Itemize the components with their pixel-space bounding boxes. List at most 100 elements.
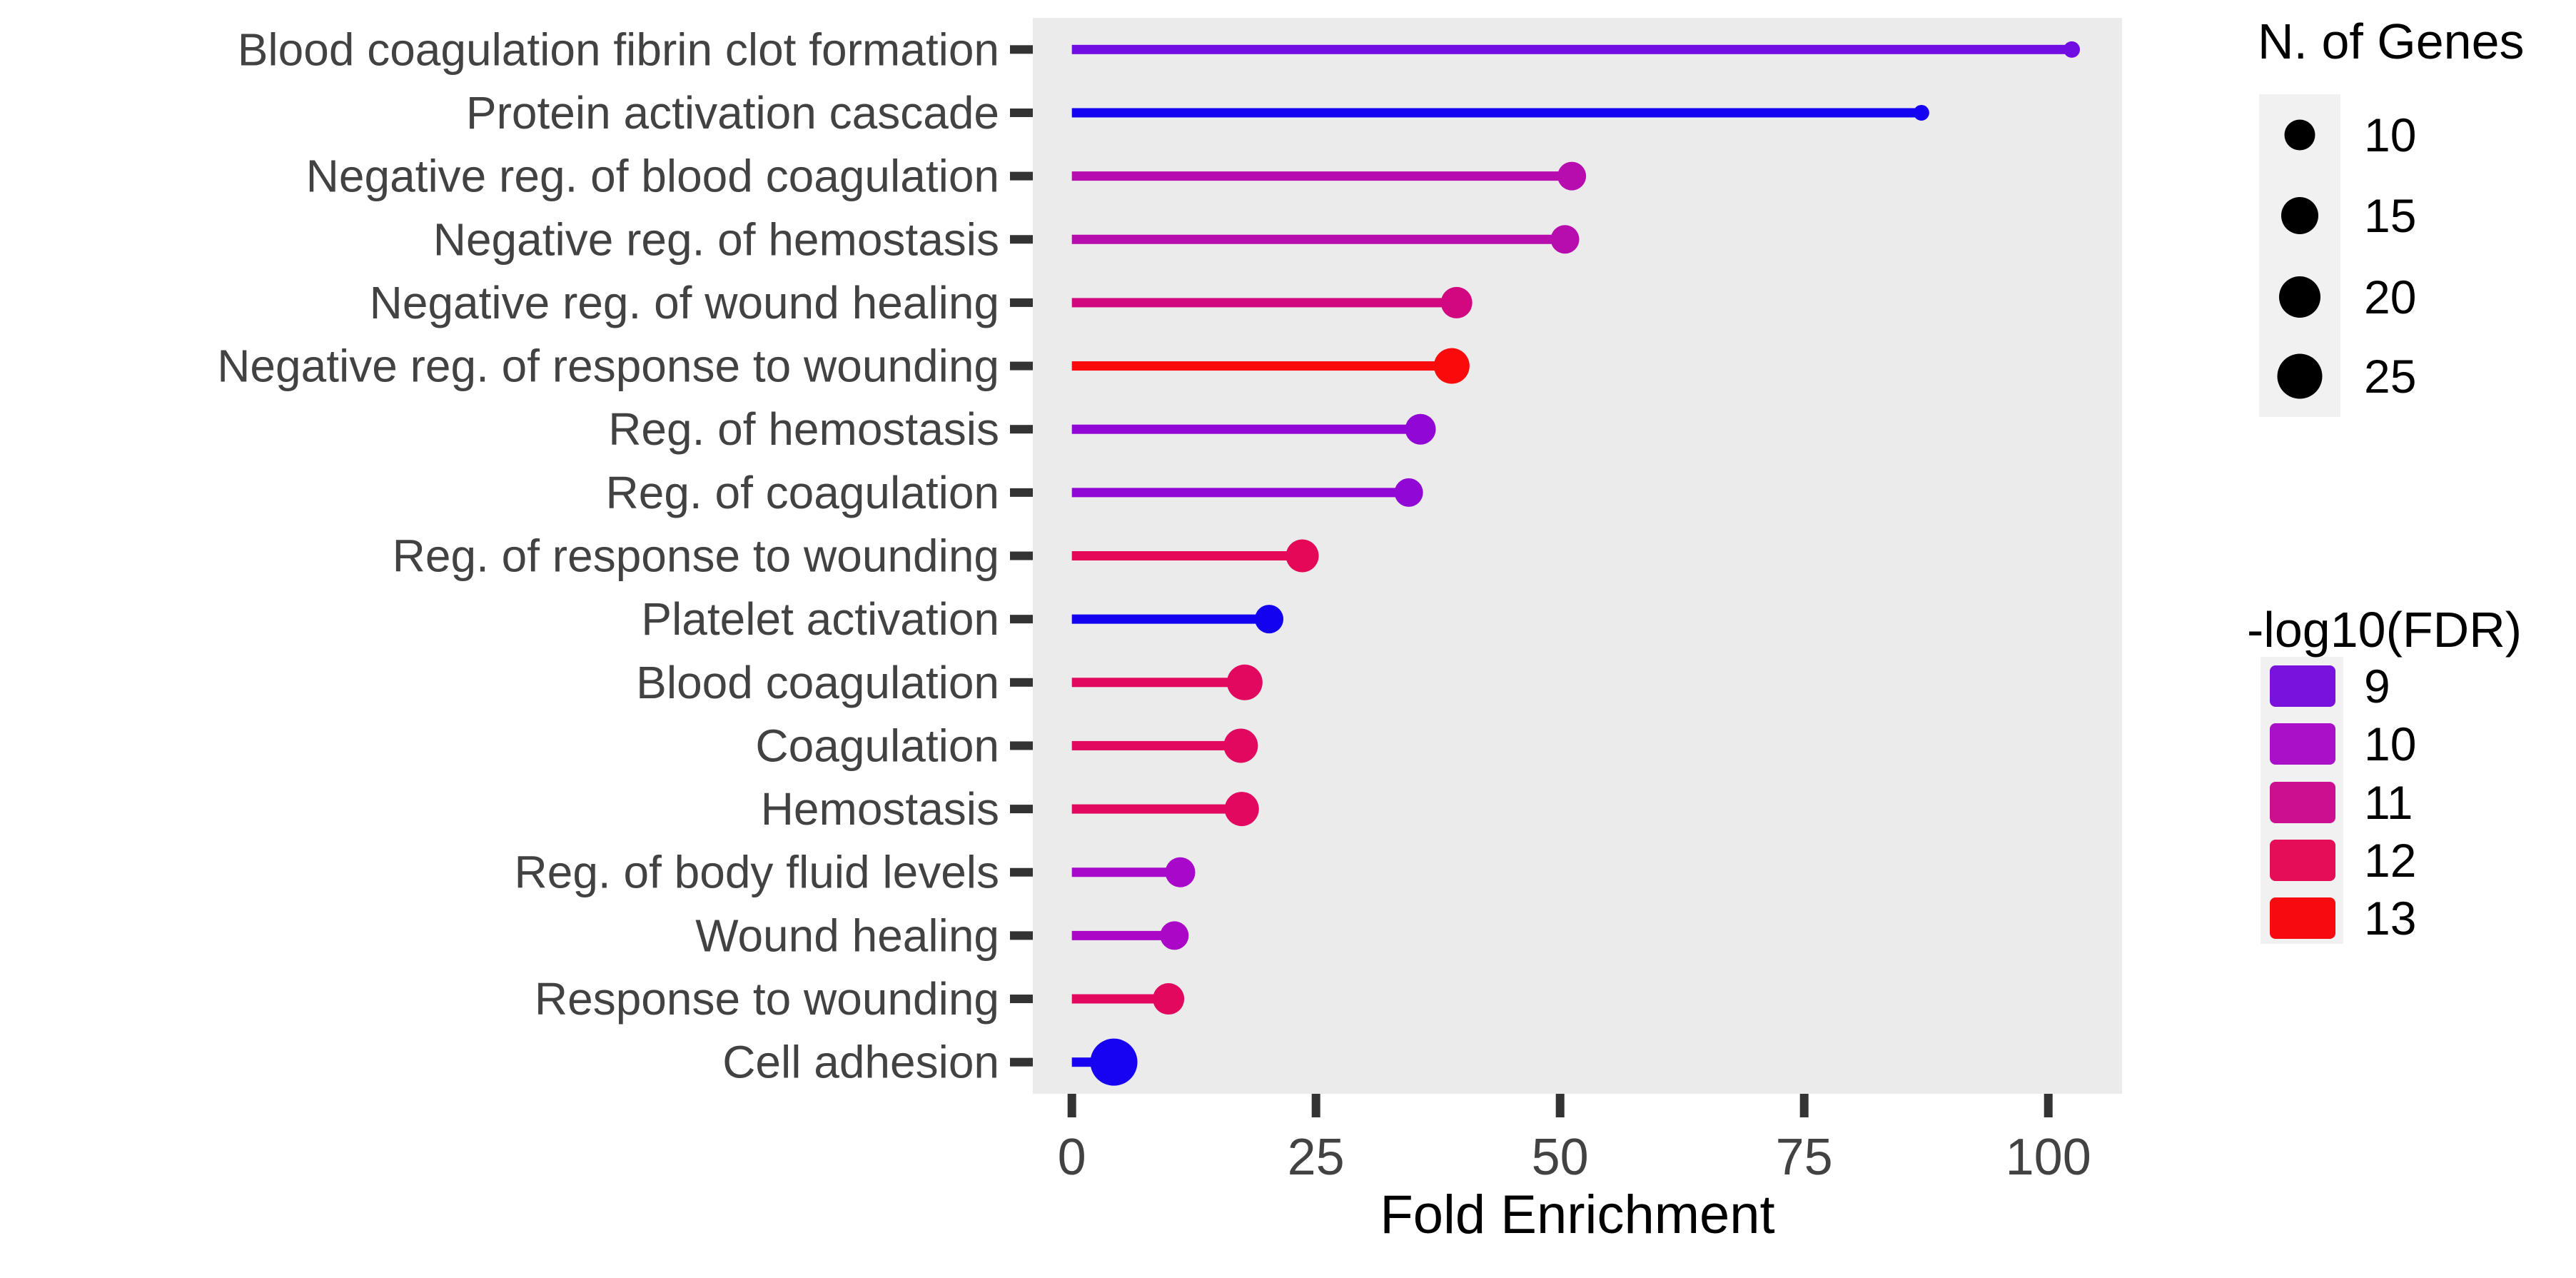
color-legend-swatch — [2270, 723, 2335, 765]
lollipop-stem — [1071, 171, 1572, 181]
category-label: Reg. of hemostasis — [608, 403, 999, 455]
x-axis-tick-label: 0 — [1058, 1129, 1086, 1186]
size-legend-title: N. of Genes — [2258, 14, 2525, 69]
category-label: Wound healing — [695, 910, 999, 961]
category-label: Negative reg. of blood coagulation — [306, 151, 999, 202]
lollipop-dot — [1255, 605, 1284, 634]
y-axis-tick — [1010, 615, 1033, 624]
lollipop-stem — [1071, 867, 1181, 877]
y-axis-tick — [1010, 361, 1033, 371]
lollipop-dot — [1433, 348, 1470, 384]
category-label: Cell adhesion — [722, 1037, 999, 1088]
lollipop-stem — [1071, 614, 1270, 624]
x-axis-tick-label: 50 — [1532, 1129, 1589, 1186]
x-axis-tick — [1311, 1094, 1320, 1117]
size-legend-dot — [2284, 119, 2315, 151]
y-axis-tick — [1010, 995, 1033, 1004]
lollipop-stem — [1071, 994, 1169, 1004]
lollipop-stem — [1071, 361, 1452, 371]
color-legend-swatch — [2270, 782, 2335, 823]
lollipop-dot — [1224, 792, 1259, 827]
x-axis-tick — [1555, 1094, 1565, 1117]
y-axis-tick — [1010, 678, 1033, 687]
x-axis-tick — [1067, 1094, 1076, 1117]
lollipop-stem — [1071, 234, 1565, 244]
category-label: Reg. of body fluid levels — [515, 847, 1000, 898]
lollipop-stem — [1071, 551, 1303, 560]
size-legend-label: 15 — [2364, 189, 2416, 242]
category-label: Platelet activation — [641, 593, 999, 645]
size-legend-dot — [2279, 276, 2320, 318]
lollipop-dot — [1153, 983, 1185, 1015]
category-label: Coagulation — [755, 720, 999, 771]
y-axis-tick — [1010, 805, 1033, 814]
y-axis-tick — [1010, 45, 1033, 54]
lollipop-dot — [1405, 413, 1436, 445]
category-label: Blood coagulation fibrin clot formation — [238, 24, 999, 75]
color-legend-label: 12 — [2364, 834, 2416, 887]
size-legend-dot — [2281, 197, 2318, 234]
y-axis-tick — [1010, 298, 1033, 307]
color-legend-label: 9 — [2364, 660, 2390, 713]
color-legend-label: 13 — [2364, 892, 2416, 945]
y-axis-tick — [1010, 551, 1033, 560]
lollipop-stem — [1071, 678, 1245, 688]
y-axis-tick — [1010, 108, 1033, 117]
lollipop-dot — [1557, 161, 1587, 191]
y-axis-tick — [1010, 425, 1033, 434]
category-label: Response to wounding — [535, 973, 999, 1025]
size-legend-dot — [2277, 353, 2323, 399]
color-legend-swatch — [2270, 665, 2335, 707]
y-axis-tick — [1010, 741, 1033, 750]
x-axis-tick — [2044, 1094, 2053, 1117]
y-axis-tick — [1010, 867, 1033, 877]
color-legend-title: -log10(FDR) — [2247, 602, 2522, 658]
color-legend-swatch — [2270, 897, 2335, 939]
y-axis-tick — [1010, 1057, 1033, 1067]
x-axis-tick-label: 25 — [1288, 1129, 1345, 1186]
category-label: Hemostasis — [761, 783, 999, 835]
lollipop-dot — [1394, 478, 1423, 507]
category-label: Reg. of coagulation — [606, 467, 1000, 518]
x-axis-tick-label: 75 — [1776, 1129, 1833, 1186]
lollipop-dot — [1286, 539, 1319, 573]
lollipop-stem — [1071, 44, 2072, 54]
size-legend-label: 20 — [2364, 271, 2416, 323]
lollipop-stem — [1071, 488, 1409, 498]
color-legend-label: 11 — [2364, 776, 2413, 829]
lollipop-dot — [1223, 728, 1258, 763]
category-label: Blood coagulation — [636, 657, 999, 708]
size-legend-label: 10 — [2364, 109, 2416, 161]
lollipop-stem — [1071, 740, 1241, 750]
y-axis-tick — [1010, 931, 1033, 940]
category-label: Reg. of response to wounding — [393, 530, 999, 582]
category-label: Negative reg. of response to wounding — [217, 341, 999, 392]
y-axis-tick — [1010, 488, 1033, 497]
x-axis-tick-label: 100 — [2006, 1129, 2091, 1186]
lollipop-dot — [1160, 921, 1189, 950]
category-label: Negative reg. of wound healing — [370, 277, 999, 328]
color-legend-swatch — [2270, 840, 2335, 881]
lollipop-dot — [1165, 857, 1196, 887]
lollipop-dot — [1913, 104, 1929, 121]
lollipop-stem — [1071, 298, 1457, 308]
color-legend-label: 10 — [2364, 718, 2416, 770]
lollipop-stem — [1071, 108, 1921, 118]
lollipop-dot — [1090, 1038, 1138, 1086]
x-axis-title: Fold Enrichment — [1380, 1184, 1775, 1245]
category-label: Negative reg. of hemostasis — [433, 213, 999, 265]
lollipop-dot — [1226, 664, 1263, 700]
lollipop-stem — [1071, 930, 1175, 940]
x-axis-tick — [1799, 1094, 1809, 1117]
lollipop-dot — [2064, 41, 2081, 58]
lollipop-stem — [1071, 804, 1242, 814]
lollipop-dot — [1440, 286, 1473, 318]
y-axis-tick — [1010, 171, 1033, 181]
y-axis-tick — [1010, 235, 1033, 244]
category-label: Protein activation cascade — [466, 87, 999, 139]
lollipop-stem — [1071, 424, 1421, 434]
size-legend-label: 25 — [2364, 350, 2416, 403]
lollipop-dot — [1550, 225, 1580, 254]
